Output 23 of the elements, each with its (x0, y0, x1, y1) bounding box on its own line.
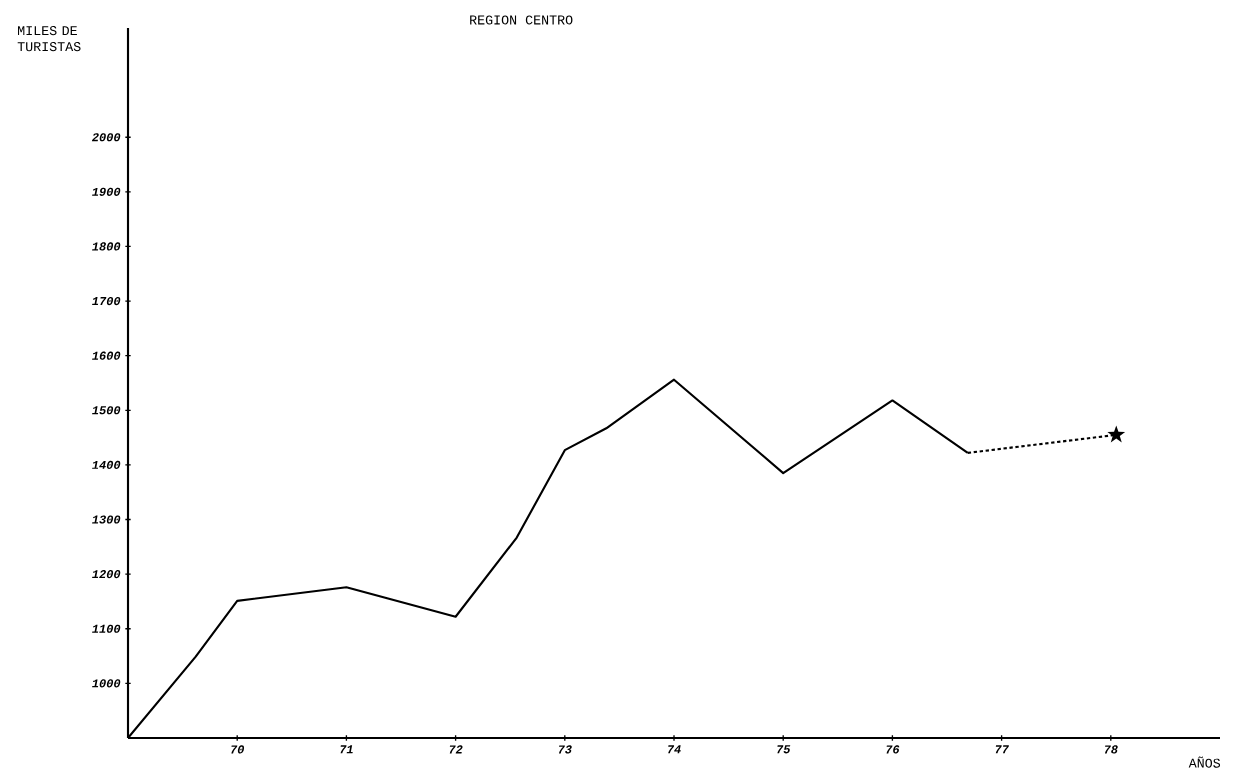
x-tick-label: 77 (995, 745, 1009, 754)
y-tick-label: 1400 (92, 460, 121, 469)
y-tick-label: 1300 (92, 515, 121, 524)
x-tick-label: 72 (449, 745, 463, 754)
x-tick-label: 71 (340, 745, 353, 754)
y-tick-label: 1200 (92, 570, 121, 579)
x-tick-label: 76 (886, 745, 900, 754)
y-tick-label: 1000 (92, 679, 121, 688)
x-axis-title: AÑOS (1188, 756, 1221, 768)
y-tick-label: 1500 (92, 406, 121, 415)
y-tick-label: 1100 (92, 624, 121, 633)
x-tick-label: 75 (777, 745, 791, 754)
y-tick-label: 1800 (92, 242, 121, 251)
x-tick-label: 70 (231, 745, 245, 754)
y-tick-label: 1900 (92, 187, 121, 196)
y-tick-label: 1700 (92, 296, 121, 306)
chart-title: REGION CENTRO (470, 15, 573, 25)
y-tick-label: 2000 (91, 133, 121, 142)
x-tick-label: 74 (668, 745, 681, 754)
x-tick-label: 73 (558, 745, 572, 754)
x-tick-label: 78 (1104, 745, 1118, 754)
y-tick-label: 1600 (92, 351, 121, 360)
y-axis-title: MILES DE TURISTAS (17, 26, 81, 52)
